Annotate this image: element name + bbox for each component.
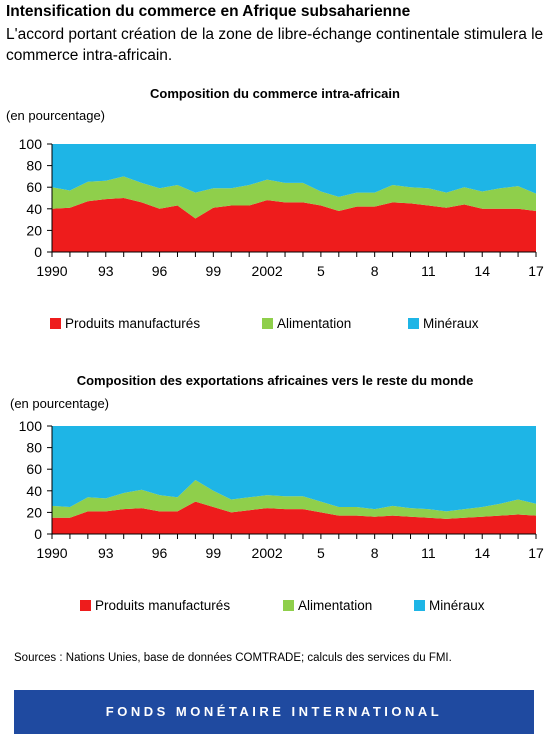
legend-label: Produits manufacturés (65, 316, 201, 331)
chart-2-x-tick-label: 93 (98, 545, 114, 561)
chart-2-x-tick-label: 11 (421, 545, 436, 561)
chart-2-y-tick-label: 80 (26, 440, 42, 456)
chart-1-x-tick-label: 2002 (252, 263, 283, 279)
figure-title: Intensification du commerce en Afrique s… (6, 3, 411, 20)
chart-2-legend: Produits manufacturés Alimentation Minér… (0, 598, 550, 616)
chart-1-x-tick-label: 5 (317, 263, 325, 279)
legend-label: Alimentation (277, 316, 352, 331)
chart-2-x-tick-label: 99 (206, 545, 222, 561)
chart-1-x-tick-label: 17 (528, 263, 544, 279)
chart-2-area-mineraux (52, 426, 536, 512)
chart-2-x-tick-label: 96 (152, 545, 168, 561)
legend-label: Minéraux (423, 316, 479, 331)
chart-1-area-alimentation (52, 176, 536, 219)
chart-2-x-tick-label: 8 (371, 545, 379, 561)
chart-2-x-tick-label: 17 (528, 545, 544, 561)
chart-1-x-tick-label: 1990 (36, 263, 67, 279)
chart-2-title: Composition des exportations africaines … (76, 373, 474, 388)
chart-2-y-tick-label: 0 (34, 526, 42, 542)
chart-1-x-tick-label: 11 (421, 263, 436, 279)
legend-label: Minéraux (429, 598, 485, 613)
legend-item-mineraux: Minéraux (414, 598, 485, 613)
chart-1-x-tick-label: 93 (98, 263, 114, 279)
legend-swatch-manufactures (80, 600, 91, 611)
chart-1-y-tick-label: 80 (26, 158, 42, 174)
chart-2-y-tick-label: 60 (26, 461, 42, 477)
legend-swatch-mineraux (414, 600, 425, 611)
legend-label: Alimentation (298, 598, 373, 613)
chart-1-y-tick-label: 100 (19, 136, 43, 152)
chart-1-x-tick-label: 8 (371, 263, 379, 279)
legend-swatch-mineraux (408, 318, 419, 329)
imf-footer-banner: FONDS MONÉTAIRE INTERNATIONAL (14, 690, 534, 734)
chart-1-y-tick-label: 20 (26, 222, 42, 238)
chart-2-x-tick-label: 1990 (36, 545, 67, 561)
chart-2-y-tick-label: 100 (19, 418, 43, 434)
legend-swatch-alimentation (283, 600, 294, 611)
chart-1-y-tick-label: 0 (34, 244, 42, 260)
chart-1-area-chart: 0 20 40 60 80 100 1990 93 96 99 2002 5 8 11 14 17 (19, 136, 544, 279)
chart-1-area-mineraux (52, 144, 536, 197)
chart-2-x-tick-label: 5 (317, 545, 325, 561)
chart-2-x-tick-label: 2002 (252, 545, 283, 561)
chart-1-x-tick-label: 96 (152, 263, 168, 279)
chart-2-area-chart: 0 20 40 60 80 100 1990 93 96 99 2002 5 8 11 14 17 (19, 418, 544, 561)
legend-item-manufactures: Produits manufacturés (50, 316, 200, 331)
chart-1-y-tick-label: 60 (26, 179, 42, 195)
chart-2-area-manufactures (52, 501, 536, 534)
legend-item-mineraux: Minéraux (408, 316, 479, 331)
legend-swatch-manufactures (50, 318, 61, 329)
chart-1-x-tick-label: 14 (474, 263, 490, 279)
legend-item-manufactures: Produits manufacturés (80, 598, 230, 613)
legend-item-alimentation: Alimentation (262, 316, 351, 331)
legend-item-alimentation: Alimentation (283, 598, 372, 613)
chart-2-y-tick-label: 20 (26, 504, 42, 520)
chart-2-y-tick-label: 40 (26, 483, 42, 499)
chart-1-legend: Produits manufacturés Alimentation Minér… (0, 316, 550, 334)
chart-2-unit-label: (en pourcentage) (10, 396, 110, 411)
legend-label: Produits manufacturés (95, 598, 231, 613)
chart-1-x-tick-label: 99 (206, 263, 222, 279)
chart-2-area-alimentation (52, 480, 536, 519)
chart-1-y-tick-label: 40 (26, 201, 42, 217)
figure-subtitle: L'accord portant création de la zone de … (6, 26, 544, 64)
chart-2-x-tick-label: 14 (474, 545, 490, 561)
legend-swatch-alimentation (262, 318, 273, 329)
chart-1-title: Composition du commerce intra-africain (150, 86, 400, 101)
chart-1-area-manufactures (52, 198, 536, 252)
chart-1-unit-label: (en pourcentage) (6, 108, 106, 123)
sources-note: Sources : Nations Unies, base de données… (14, 652, 452, 664)
